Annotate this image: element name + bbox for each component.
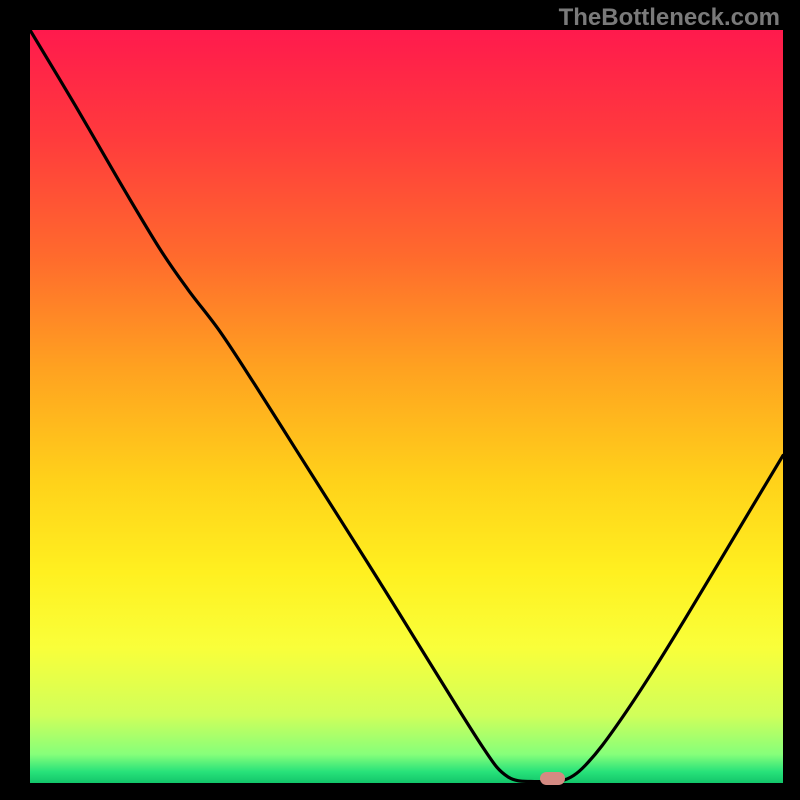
minimum-marker [540, 772, 565, 784]
watermark-text: TheBottleneck.com [559, 4, 780, 32]
bottleneck-curve [30, 30, 783, 782]
curve-svg [30, 30, 783, 783]
plot-area [30, 30, 783, 783]
